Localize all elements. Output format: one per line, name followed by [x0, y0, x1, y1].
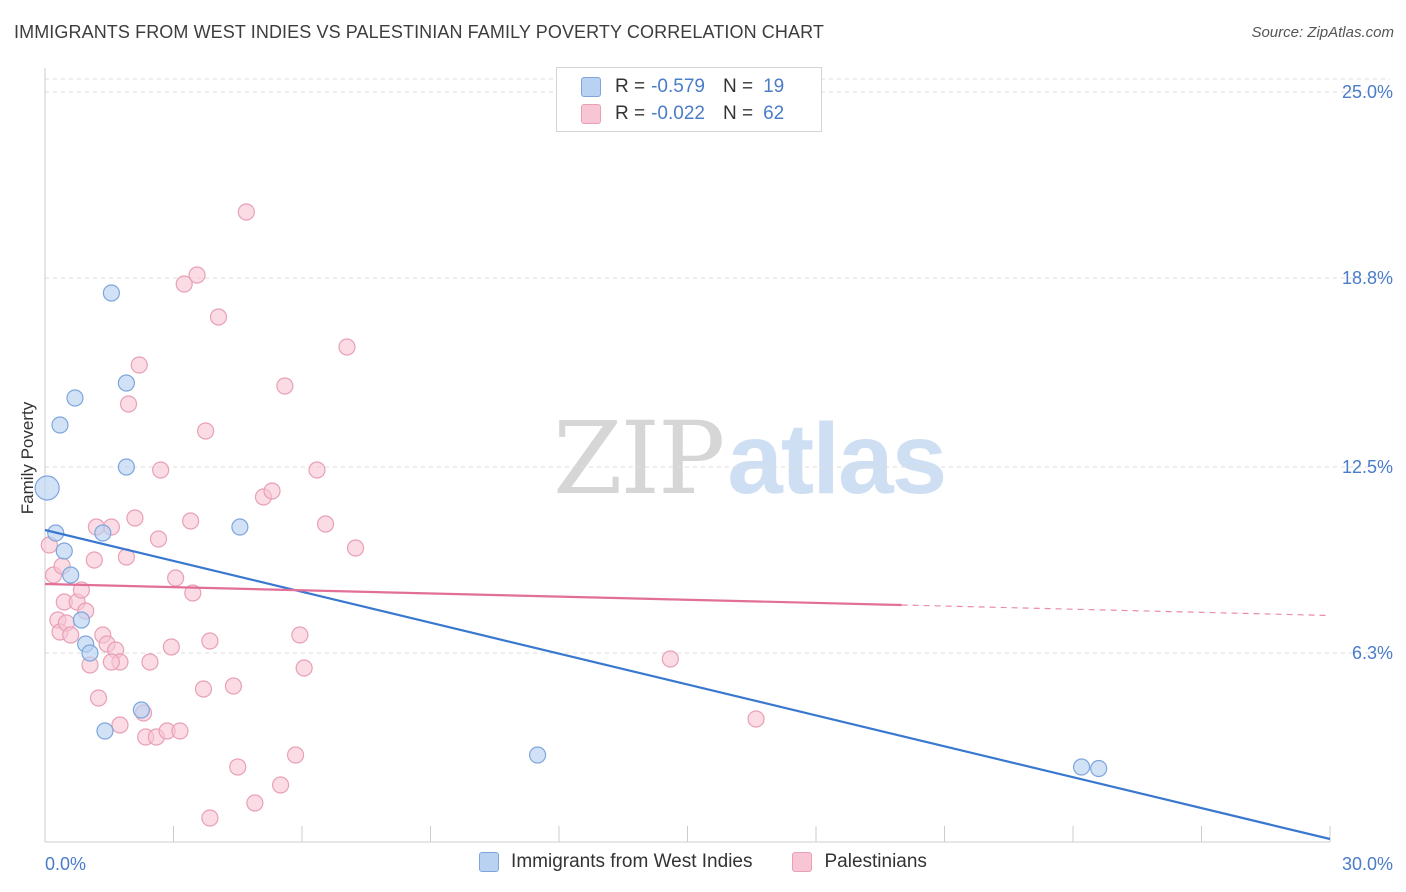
palestinians-point — [316, 515, 335, 533]
legend-label-palestinians: Palestinians — [824, 851, 927, 872]
palestinians-point — [291, 626, 309, 644]
x-tick-label: 0.0% — [45, 854, 86, 874]
west-indies-point — [117, 374, 135, 392]
west-indies-point — [1072, 758, 1091, 776]
axes — [44, 68, 1331, 843]
legend-swatch-blue — [581, 77, 601, 97]
west-indies-points — [34, 284, 1108, 778]
legend-r-value: -0.579 — [651, 76, 705, 97]
palestinians-point — [224, 677, 243, 695]
y-tick-label: 18.8% — [1342, 268, 1393, 288]
palestinians-point — [201, 809, 219, 827]
series-legend: Immigrants from West Indies Palestinians — [0, 851, 1406, 873]
west-indies-point — [102, 284, 120, 302]
palestinians-point — [229, 758, 247, 776]
legend-r-value: -0.022 — [651, 103, 705, 124]
palestinians-point — [747, 710, 765, 728]
palestinians-point — [89, 689, 108, 707]
watermark: ZIPatlas — [553, 400, 947, 517]
grid-lines — [45, 78, 1390, 654]
palestinians-point — [346, 539, 365, 557]
palestinians-point — [263, 482, 281, 500]
palestinians-point — [149, 530, 168, 548]
legend-n-label: N = — [722, 76, 754, 97]
legend-swatch-blue — [479, 852, 500, 872]
palestinians-trend-line — [44, 582, 902, 607]
legend-item-west-indies: Immigrants from West Indies — [479, 851, 752, 873]
y-tick-label: 12.5% — [1342, 457, 1393, 477]
palestinians-point — [130, 356, 148, 374]
legend-item-palestinians: Palestinians — [792, 851, 927, 873]
palestinians-point — [175, 275, 193, 293]
chart-title: IMMIGRANTS FROM WEST INDIES VS PALESTINI… — [14, 22, 824, 42]
source-label: Source: ZipAtlas.com — [1251, 24, 1394, 41]
palestinians-point — [271, 776, 290, 794]
west-indies-point — [51, 416, 69, 434]
palestinians-point — [102, 653, 120, 671]
correlation-legend: R = -0.579 N = 19 R = -0.022 N = 62 — [556, 67, 822, 132]
trend-lines — [44, 528, 1331, 841]
watermark-atlas: atlas — [727, 403, 947, 515]
west-indies-point — [132, 701, 150, 719]
west-indies-point — [231, 518, 249, 536]
y-tick-label: 25.0% — [1342, 82, 1393, 102]
west-indies-point — [62, 566, 80, 584]
palestinians-point — [194, 680, 213, 698]
palestinians-point — [276, 377, 294, 395]
palestinians-point — [152, 461, 170, 479]
palestinians-point — [171, 722, 189, 740]
legend-label-west-indies: Immigrants from West Indies — [511, 851, 753, 872]
palestinians-point — [209, 308, 228, 326]
palestinians-point — [246, 794, 264, 812]
west-indies-point — [1090, 759, 1108, 778]
west-indies-point — [66, 389, 84, 407]
west-indies-point — [96, 722, 114, 740]
west-indies-trend-line — [44, 528, 1331, 841]
legend-n-value: 62 — [763, 103, 785, 124]
west-indies-point — [72, 611, 91, 629]
legend-row-palestinians: R = -0.022 N = 62 — [581, 102, 784, 126]
tick-labels: 6.3% 12.5% 18.8% 25.0% 0.0% 30.0% — [45, 82, 1393, 874]
legend-r-label: R = — [615, 76, 646, 97]
palestinians-point — [197, 422, 215, 440]
palestinians-point — [167, 569, 185, 587]
palestinians-point — [295, 659, 313, 677]
palestinians-point — [141, 653, 159, 671]
legend-r-label: R = — [615, 103, 646, 124]
palestinians-point — [661, 650, 679, 668]
palestinians-point — [184, 584, 202, 602]
palestinians-point — [338, 338, 356, 356]
legend-n-value: 19 — [763, 76, 785, 97]
palestinians-point — [188, 266, 206, 284]
west-indies-point — [55, 542, 73, 560]
west-indies-point — [528, 746, 547, 764]
palestinians-point — [237, 203, 255, 221]
palestinians-point — [162, 638, 180, 656]
legend-swatch-pink — [792, 852, 813, 872]
palestinians-point — [119, 395, 138, 413]
palestinians-point — [85, 551, 103, 569]
west-indies-point — [117, 458, 135, 476]
palestinians-point — [126, 509, 144, 527]
palestinians-point — [286, 746, 305, 764]
palestinians-point — [111, 716, 129, 734]
legend-row-west-indies: R = -0.579 N = 19 — [581, 75, 784, 99]
x-tick-label: 30.0% — [1342, 854, 1393, 874]
palestinians-trend-extension — [901, 604, 1331, 617]
west-indies-point — [81, 644, 99, 662]
y-tick-label: 6.3% — [1352, 643, 1393, 663]
watermark-zip: ZIP — [553, 400, 725, 517]
legend-n-label: N = — [722, 103, 754, 124]
palestinians-point — [201, 632, 219, 650]
west-indies-point — [34, 475, 60, 501]
y-axis-label: Family Poverty — [18, 401, 37, 515]
palestinians-point — [62, 626, 80, 644]
palestinians-point — [308, 461, 326, 479]
west-indies-point — [94, 524, 112, 542]
palestinians-points — [40, 203, 765, 827]
legend-swatch-pink — [581, 104, 601, 124]
palestinians-point — [182, 512, 200, 530]
